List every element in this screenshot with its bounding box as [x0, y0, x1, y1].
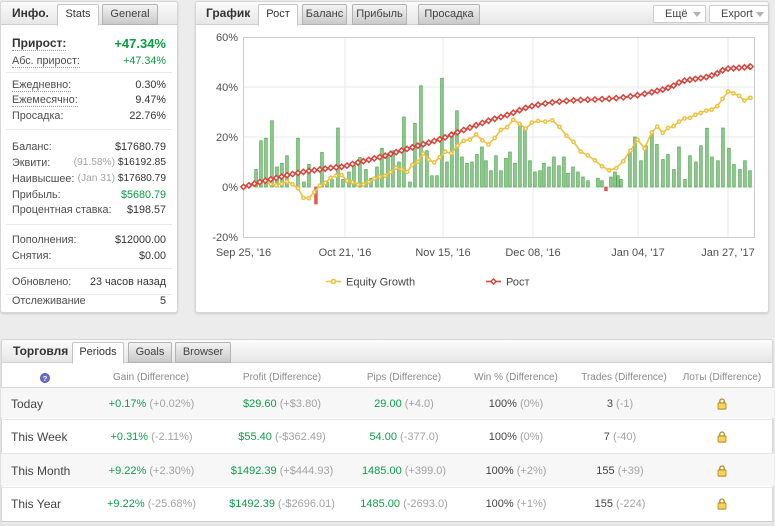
svg-text:-20%: -20% [212, 232, 238, 244]
svg-text:Nov 15, '16: Nov 15, '16 [415, 247, 470, 259]
svg-text:Jan 27, '17: Jan 27, '17 [701, 247, 754, 259]
svg-text:Equity Growth: Equity Growth [346, 277, 415, 289]
svg-text:0%: 0% [222, 182, 238, 194]
svg-text:40%: 40% [216, 82, 238, 94]
svg-text:?: ? [43, 374, 48, 383]
svg-text:Dec 08, '16: Dec 08, '16 [505, 247, 560, 259]
svg-text:Oct 21, '16: Oct 21, '16 [319, 247, 372, 259]
svg-text:Sep 25, '16: Sep 25, '16 [216, 247, 271, 259]
svg-text:Jan 04, '17: Jan 04, '17 [611, 247, 664, 259]
svg-text:20%: 20% [216, 132, 238, 144]
svg-text:60%: 60% [216, 32, 238, 44]
svg-text:Рост: Рост [506, 277, 530, 289]
